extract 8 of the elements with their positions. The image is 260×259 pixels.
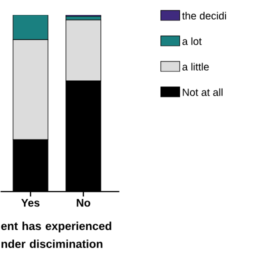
legend-label: a lot: [182, 37, 202, 45]
bar: [12, 14, 48, 40]
legend-label: a little: [182, 62, 209, 70]
x-axis-title: ent has experienced nder discimination: [1, 221, 112, 248]
x-tick-label: Yes: [21, 198, 40, 206]
x-tick-label: No: [76, 198, 90, 206]
legend-label: the decidi: [182, 12, 226, 20]
legend-label: Not at all: [182, 88, 222, 96]
